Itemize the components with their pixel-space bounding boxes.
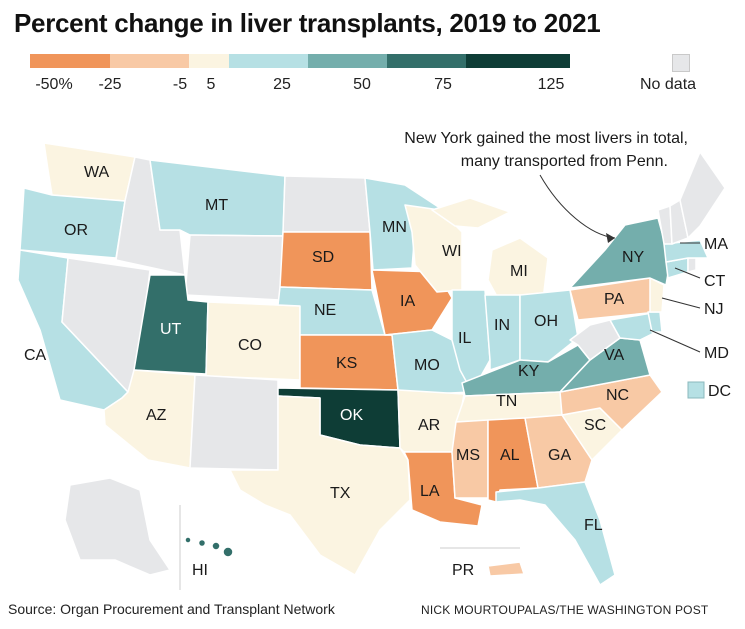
- dc-swatch: [687, 381, 705, 399]
- state-ga: [524, 414, 593, 489]
- label-ny: NY: [622, 249, 645, 266]
- legend-swatch-neg50: [30, 54, 110, 68]
- label-pr: PR: [452, 562, 474, 579]
- label-sc: SC: [584, 417, 606, 434]
- label-nj: NJ: [704, 301, 724, 318]
- legend-swatch-75: [466, 54, 570, 68]
- label-mi: MI: [510, 263, 528, 280]
- state-ms: [451, 419, 489, 499]
- state-nd: [282, 175, 371, 233]
- label-pa: PA: [604, 291, 624, 308]
- annotation-line2: many transported from Penn.: [461, 153, 668, 170]
- legend-swatch-5: [229, 54, 308, 68]
- legend-swatch-50: [387, 54, 466, 68]
- leader-md: [649, 329, 701, 353]
- label-ga: GA: [548, 447, 571, 464]
- label-co: CO: [238, 337, 262, 354]
- label-va: VA: [604, 347, 624, 364]
- annotation-arrowhead: [606, 233, 615, 243]
- label-mo: MO: [414, 357, 440, 374]
- label-ks: KS: [336, 355, 357, 372]
- legend-swatch-neg5: [189, 54, 229, 68]
- legend-tick: 5: [206, 76, 216, 93]
- label-ne: NE: [314, 302, 336, 319]
- state-in: [484, 294, 521, 371]
- label-dc: DC: [708, 383, 731, 400]
- source-note: Source: Organ Procurement and Transplant…: [8, 601, 335, 617]
- label-tx: TX: [330, 485, 351, 502]
- label-fl: FL: [584, 517, 603, 534]
- label-ct: CT: [704, 273, 726, 290]
- label-ky: KY: [518, 363, 540, 380]
- label-ia: IA: [400, 293, 415, 310]
- label-la: LA: [420, 483, 440, 500]
- label-mt: MT: [205, 197, 228, 214]
- label-az: AZ: [146, 407, 167, 424]
- annotation-arrow: [539, 174, 616, 239]
- state-ny: [569, 217, 671, 289]
- label-ok: OK: [340, 407, 363, 424]
- credit-line: NICK MOURTOUPALAS/THE WASHINGTON POST: [421, 603, 709, 617]
- state-nm: [189, 374, 279, 471]
- label-md: MD: [704, 345, 729, 362]
- color-legend: [30, 54, 570, 72]
- annotation-line1: New York gained the most livers in total…: [404, 130, 688, 147]
- state-fl: [495, 481, 616, 586]
- leader-ct: [674, 267, 701, 279]
- no-data-swatch: [672, 54, 690, 72]
- legend-tick: 50: [353, 76, 371, 93]
- state-tx: [229, 395, 411, 576]
- label-or: OR: [64, 222, 88, 239]
- state-pr: [487, 561, 525, 577]
- legend-swatch-25: [308, 54, 387, 68]
- label-nc: NC: [606, 387, 629, 404]
- label-ut: UT: [160, 321, 182, 338]
- state-mi-up: [431, 197, 511, 229]
- label-al: AL: [500, 447, 520, 464]
- state-ak: [64, 477, 171, 576]
- label-ma: MA: [704, 236, 728, 253]
- label-wa: WA: [84, 164, 110, 181]
- label-hi: HI: [192, 562, 208, 579]
- state-wy: [184, 234, 284, 301]
- label-oh: OH: [534, 313, 558, 330]
- state-oh: [519, 289, 579, 363]
- state-ri: [687, 257, 697, 273]
- label-ms: MS: [456, 447, 480, 464]
- label-ar: AR: [418, 417, 440, 434]
- legend-tick: -5: [172, 76, 188, 93]
- legend-swatch-neg25: [110, 54, 189, 68]
- no-data-label: No data: [640, 76, 697, 93]
- label-wi: WI: [442, 243, 462, 260]
- leader-nj: [661, 297, 701, 309]
- label-sd: SD: [312, 249, 334, 266]
- label-tn: TN: [496, 393, 517, 410]
- legend-tick: 125: [537, 76, 565, 93]
- state-hi: [184, 536, 234, 558]
- legend-tick: -25: [98, 76, 122, 93]
- map-title: Percent change in liver transplants, 201…: [14, 8, 601, 38]
- label-il: IL: [458, 330, 471, 347]
- legend-tick: 75: [434, 76, 452, 93]
- label-ca: CA: [24, 347, 47, 364]
- state-ma: [663, 239, 709, 263]
- legend-tick-labels: -50% -25 -5 5 25 50 75 125: [0, 76, 745, 96]
- label-mn: MN: [382, 219, 407, 236]
- legend-tick: -50%: [35, 76, 73, 93]
- state-me: [679, 151, 726, 239]
- label-in: IN: [494, 317, 510, 334]
- legend-tick: 25: [273, 76, 291, 93]
